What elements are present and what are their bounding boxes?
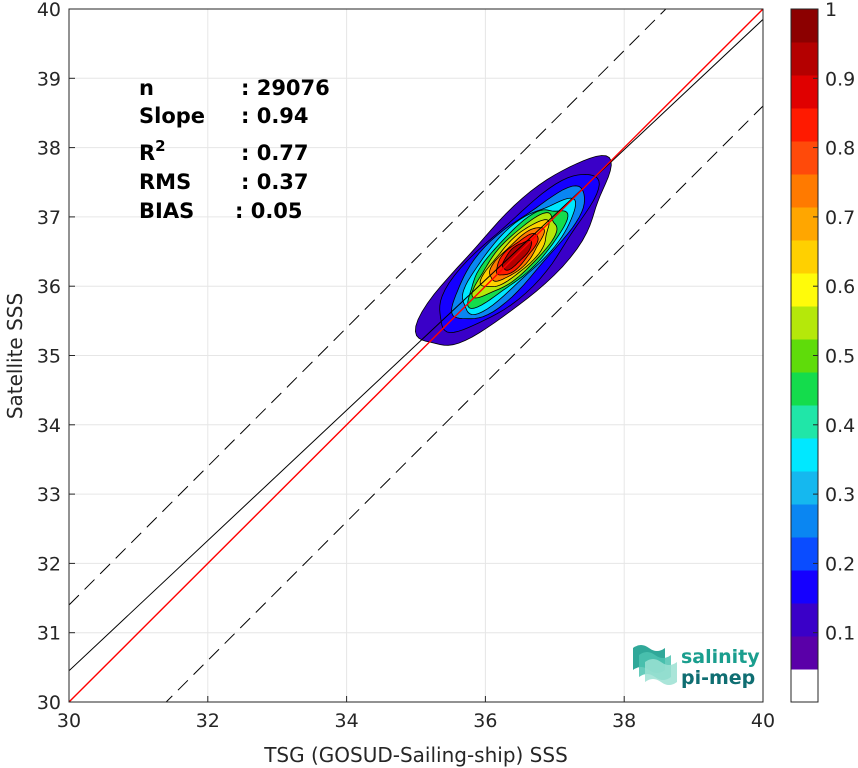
y-axis-label: Satellite SSS <box>3 293 27 419</box>
colorbar-tick-label: 0.3 <box>825 484 855 506</box>
y-tick-label: 30 <box>37 692 61 714</box>
colorbar-tick-label: 0.4 <box>825 415 855 437</box>
colorbar-band <box>791 636 818 670</box>
colorbar-tick-label: 0.6 <box>825 276 855 298</box>
x-tick-label: 38 <box>612 710 636 732</box>
x-tick-label: 34 <box>335 710 359 732</box>
colorbar-band <box>791 570 818 604</box>
colorbar-band <box>791 669 818 703</box>
y-tick-label: 32 <box>37 553 61 575</box>
colorbar-band <box>791 306 818 340</box>
y-tick-label: 33 <box>37 484 61 506</box>
grid-lines <box>68 8 764 703</box>
y-tick-label: 39 <box>37 68 61 90</box>
colorbar-tick-label: 0.2 <box>825 553 855 575</box>
colorbar-band <box>791 471 818 505</box>
y-tick-label: 34 <box>37 415 61 437</box>
colorbar-band <box>791 504 818 538</box>
y-tick-label: 40 <box>37 0 61 21</box>
stat-label: BIAS <box>139 199 194 223</box>
stat-value: : 0.05 <box>235 199 303 223</box>
salinity-pimep-logo: salinity pi-mep <box>633 645 760 689</box>
colorbar-band <box>791 240 818 274</box>
y-tick-label: 31 <box>37 623 61 645</box>
stat-value: : 0.37 <box>241 170 309 194</box>
colorbar-tick-label: 0.8 <box>825 138 855 160</box>
logo-text-line1: salinity <box>681 646 760 668</box>
reference-lines <box>69 9 763 702</box>
colorbar-band <box>791 273 818 307</box>
colorbar-tick-label: 0.5 <box>825 346 855 368</box>
colorbar-band <box>791 372 818 406</box>
colorbar-band <box>791 75 818 109</box>
stat-label: RMS <box>139 170 191 194</box>
colorbar-band <box>791 174 818 208</box>
stat-value: : 0.94 <box>241 104 309 128</box>
y-tick-label: 37 <box>37 207 61 229</box>
stat-superscript: 2 <box>155 137 165 155</box>
colorbar-band <box>791 108 818 142</box>
colorbar-band <box>791 42 818 76</box>
colorbar-tick-label: 1 <box>825 0 837 21</box>
colorbar-tick-labels: 0.1 0.2 0.3 0.4 0.5 0.6 0.7 0.8 0.9 1 <box>813 0 855 645</box>
colorbar-tick-label: 0.1 <box>825 623 855 645</box>
regression-line <box>69 19 763 672</box>
identity-line <box>69 9 763 702</box>
lower-bound-line <box>165 105 763 702</box>
x-tick-label: 32 <box>196 710 220 732</box>
stat-value: : 29076 <box>241 76 330 100</box>
x-tick-labels: 30 32 34 36 38 40 <box>57 696 775 732</box>
stat-label: n <box>139 76 154 100</box>
y-tick-labels: 30 31 32 33 34 35 36 37 38 39 40 <box>37 0 75 714</box>
x-tick-label: 30 <box>57 710 81 732</box>
x-tick-label: 40 <box>751 710 775 732</box>
wave-icon <box>633 645 677 685</box>
colorbar-band <box>791 438 818 472</box>
y-tick-label: 35 <box>37 346 61 368</box>
colorbar-band <box>791 207 818 241</box>
colorbar-band <box>791 9 818 43</box>
stat-label: Slope <box>139 104 205 128</box>
upper-bound-line <box>69 9 667 606</box>
logo-text-line2: pi-mep <box>681 667 755 689</box>
colorbar-band <box>791 141 818 175</box>
x-axis-label: TSG (GOSUD-Sailing-ship) SSS <box>263 743 568 767</box>
stat-value: : 0.77 <box>241 141 309 165</box>
colorbar-band <box>791 603 818 637</box>
y-tick-label: 36 <box>37 276 61 298</box>
colorbar-tick-label: 0.7 <box>825 207 855 229</box>
y-tick-label: 38 <box>37 138 61 160</box>
colorbar-band <box>791 537 818 571</box>
colorbar-band <box>791 405 818 439</box>
x-tick-label: 36 <box>473 710 497 732</box>
colorbar-tick-label: 0.9 <box>825 68 855 90</box>
colorbar <box>790 8 819 703</box>
